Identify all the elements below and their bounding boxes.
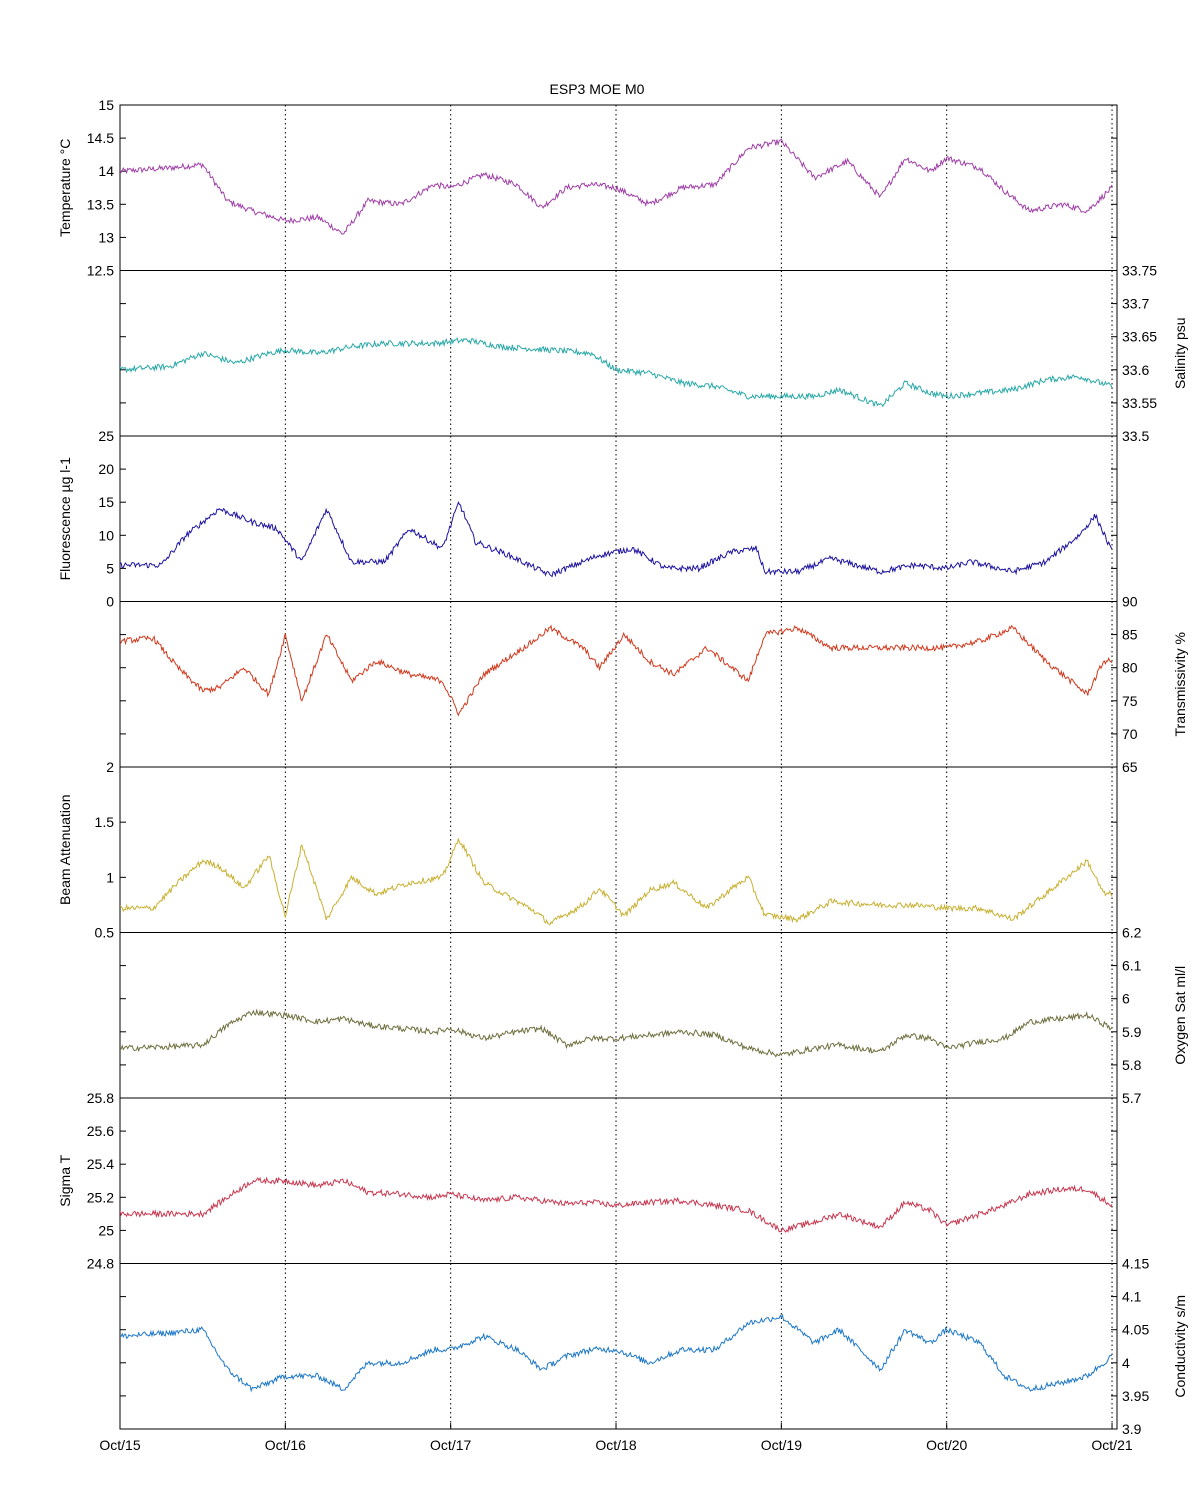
- beam-attenuation-ytick-label: 0.5: [95, 925, 115, 941]
- oxygen-sat-ytick-label: 6.1: [1122, 958, 1142, 974]
- sigma-t-ytick-label: 25.2: [87, 1189, 114, 1205]
- conductivity-series-line: [120, 1313, 1113, 1393]
- fluorescence-ytick-label: 20: [98, 461, 114, 477]
- transmissivity-series-line: [120, 624, 1113, 717]
- temperature-ylabel: Temperature °C: [57, 139, 73, 237]
- x-tick-label: Oct/17: [430, 1437, 471, 1453]
- temperature-series-line: [120, 138, 1113, 235]
- panel-oxygen-sat: 5.7 5.8 5.9 6 6.1 6.2 Oxygen Sat ml/l: [119, 925, 1188, 1106]
- beam-attenuation-frame: [119, 766, 1118, 933]
- sigma-t-ytick-label: 25.4: [87, 1156, 114, 1172]
- fluorescence-ylabel: Fluorescence µg l-1: [57, 457, 73, 580]
- temperature-ytick-label: 13.5: [87, 196, 114, 212]
- panel-conductivity: 3.9 3.95 4 4.05 4.1 4.15 Conductivity s/m: [119, 1256, 1188, 1437]
- chart-title: ESP3 MOE M0: [550, 81, 645, 97]
- oxygen-sat-series-line: [120, 1008, 1113, 1058]
- salinity-ylabel: Salinity psu: [1172, 317, 1188, 389]
- sigma-t-ytick-label: 25.8: [87, 1090, 114, 1106]
- x-tick-label: Oct/15: [99, 1437, 140, 1453]
- transmissivity-frame: [119, 601, 1118, 768]
- fluorescence-ytick-label: 0: [106, 594, 114, 610]
- conductivity-ytick-label: 4.1: [1122, 1289, 1142, 1305]
- fluorescence-ytick-label: 5: [106, 560, 114, 576]
- beam-attenuation-ytick-label: 1: [106, 869, 114, 885]
- oxygen-sat-frame: [119, 932, 1118, 1099]
- temperature-ytick-label: 14: [98, 163, 114, 179]
- fluorescence-ytick-label: 15: [98, 494, 114, 510]
- sigma-t-ytick-label: 25.6: [87, 1123, 114, 1139]
- x-tick-label: Oct/20: [926, 1437, 967, 1453]
- oxygen-sat-ytick-label: 6.2: [1122, 925, 1142, 941]
- salinity-ytick-label: 33.65: [1122, 329, 1157, 345]
- temperature-ytick-label: 12.5: [87, 263, 114, 279]
- temperature-ytick-label: 13: [98, 229, 114, 245]
- fluorescence-series-line: [120, 500, 1113, 578]
- salinity-ytick-label: 33.5: [1122, 428, 1149, 444]
- oxygen-sat-ytick-label: 6: [1122, 991, 1130, 1007]
- x-tick-label: Oct/16: [265, 1437, 306, 1453]
- panel-fluorescence: 0 5 10 15 20 25 Fluorescence µg l-1: [57, 428, 1118, 610]
- temperature-ytick-label: 14.5: [87, 130, 114, 146]
- oxygen-sat-ytick-label: 5.8: [1122, 1057, 1142, 1073]
- oxygen-sat-ytick-label: 5.9: [1122, 1024, 1142, 1040]
- transmissivity-ytick-label: 85: [1122, 627, 1138, 643]
- transmissivity-ytick-label: 90: [1122, 594, 1138, 610]
- beam-attenuation-series-line: [120, 838, 1113, 926]
- sigma-t-frame: [119, 1097, 1118, 1264]
- fluorescence-frame: [119, 435, 1118, 602]
- panel-temperature: 12.5 13 13.5 14 14.5 15 Temperature °C: [57, 97, 1118, 279]
- conductivity-ytick-label: 3.9: [1122, 1421, 1142, 1437]
- salinity-ytick-label: 33.55: [1122, 395, 1157, 411]
- salinity-ytick-label: 33.6: [1122, 362, 1149, 378]
- beam-attenuation-ylabel: Beam Attenuation: [57, 794, 73, 905]
- panel-transmissivity: 65 70 75 80 85 90 Transmissivity %: [119, 594, 1188, 775]
- beam-attenuation-ytick-label: 2: [106, 759, 114, 775]
- transmissivity-ytick-label: 75: [1122, 693, 1138, 709]
- fluorescence-ytick-label: 25: [98, 428, 114, 444]
- sigma-t-ytick-label: 25: [98, 1222, 114, 1238]
- transmissivity-ylabel: Transmissivity %: [1172, 632, 1188, 737]
- x-tick-label: Oct/19: [761, 1437, 802, 1453]
- fluorescence-ytick-label: 10: [98, 527, 114, 543]
- panel-salinity: 33.5 33.55 33.6 33.65 33.7 33.75 Salinity psu: [119, 263, 1188, 444]
- x-axis: Oct/15 Oct/16 Oct/17 Oct/18 Oct/19 Oct/20 Oct/…: [99, 1423, 1133, 1453]
- oxygen-sat-ylabel: Oxygen Sat ml/l: [1172, 966, 1188, 1065]
- conductivity-ytick-label: 3.95: [1122, 1388, 1149, 1404]
- panel-sigma-t: 24.8 25 25.2 25.4 25.6 25.8 Sigma T: [57, 1090, 1118, 1272]
- x-tick-label: Oct/18: [595, 1437, 636, 1453]
- transmissivity-ytick-label: 80: [1122, 660, 1138, 676]
- conductivity-frame: [119, 1263, 1118, 1430]
- oxygen-sat-ytick-label: 5.7: [1122, 1090, 1142, 1106]
- beam-attenuation-ytick-label: 1.5: [95, 814, 115, 830]
- temperature-ytick-label: 15: [98, 97, 114, 113]
- sigma-t-ytick-label: 24.8: [87, 1256, 114, 1272]
- transmissivity-ytick-label: 70: [1122, 726, 1138, 742]
- temperature-frame: [119, 104, 1118, 271]
- salinity-ytick-label: 33.7: [1122, 296, 1149, 312]
- conductivity-ytick-label: 4: [1122, 1355, 1130, 1371]
- sigma-t-ylabel: Sigma T: [57, 1154, 73, 1206]
- conductivity-ylabel: Conductivity s/m: [1172, 1295, 1188, 1398]
- x-tick-label: Oct/21: [1091, 1437, 1132, 1453]
- panel-beam-attenuation: 0.5 1 1.5 2 Beam Attenuation: [57, 759, 1118, 941]
- conductivity-ytick-label: 4.05: [1122, 1322, 1149, 1338]
- sigma-t-series-line: [120, 1176, 1113, 1233]
- transmissivity-ytick-label: 65: [1122, 759, 1138, 775]
- conductivity-ytick-label: 4.15: [1122, 1256, 1149, 1272]
- salinity-series-line: [120, 337, 1113, 408]
- salinity-ytick-label: 33.75: [1122, 263, 1157, 279]
